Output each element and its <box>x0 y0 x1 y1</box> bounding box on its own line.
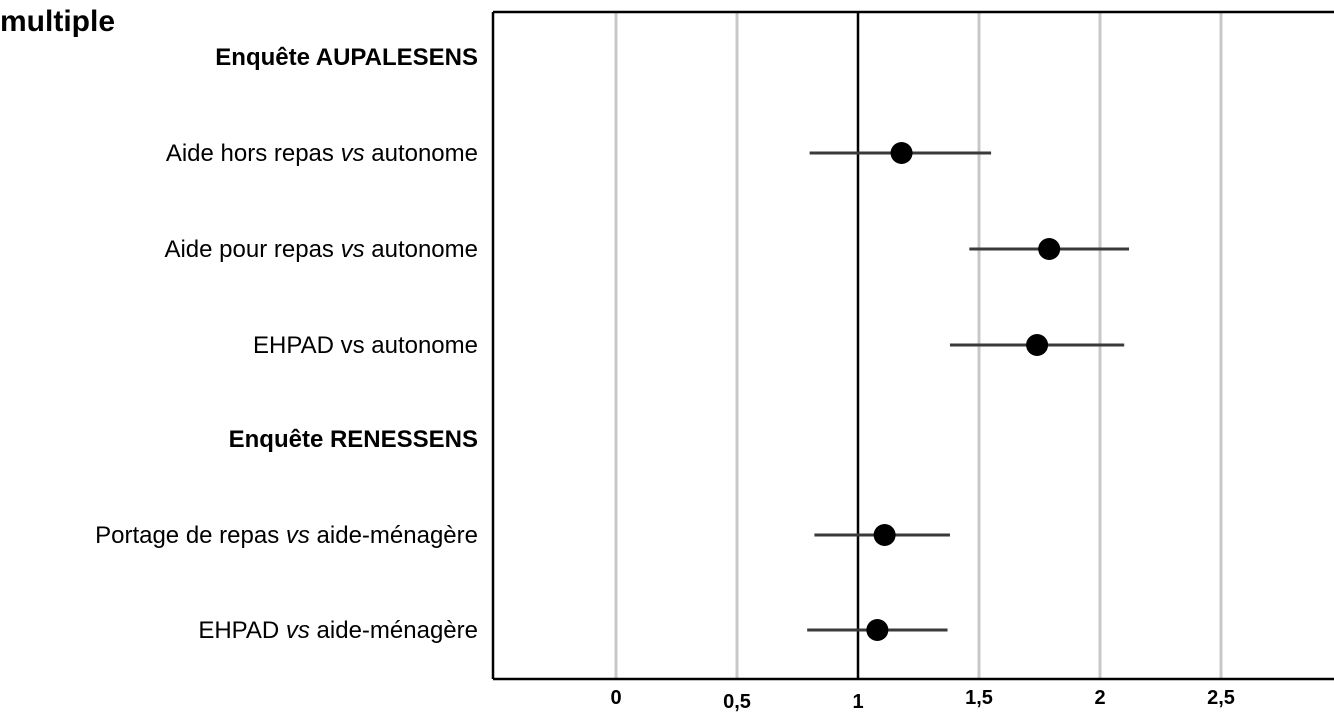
point-estimate <box>873 524 896 546</box>
section-header: Enquête RENESSENS <box>229 426 478 453</box>
row-label: Aide hors repas vs autonome <box>166 140 478 167</box>
row-label: Aide pour repas vs autonome <box>164 236 478 263</box>
section-header: Enquête AUPALESENS <box>215 44 478 71</box>
x-tick-label: 2,5 <box>1207 687 1235 709</box>
x-tick-label: 0,5 <box>723 691 751 713</box>
x-tick-label: 1,5 <box>965 687 993 709</box>
x-tick-label: 0 <box>610 687 621 709</box>
row-label: EHPAD vs autonome <box>253 332 478 359</box>
grid-lines <box>614 12 1223 679</box>
confidence-intervals <box>807 151 1130 632</box>
point-estimate <box>1026 334 1049 356</box>
row-label: Portage de repas vs aide-ménagère <box>95 522 478 549</box>
chart-title-fragment: multiple <box>0 5 116 38</box>
point-estimate <box>1038 238 1061 260</box>
x-tick-label: 1 <box>852 691 863 713</box>
row-label: EHPAD vs aide-ménagère <box>198 617 478 644</box>
x-tick-labels: 0 0,5 1 1,5 2 2,5 <box>610 687 1234 713</box>
point-estimates <box>866 142 1061 641</box>
point-estimate <box>890 142 913 164</box>
x-tick-label: 2 <box>1094 687 1105 709</box>
point-estimate <box>866 619 889 641</box>
plot-frame <box>491 10 1334 681</box>
row-labels: Enquête AUPALESENS Aide hors repas vs aut… <box>95 44 478 644</box>
